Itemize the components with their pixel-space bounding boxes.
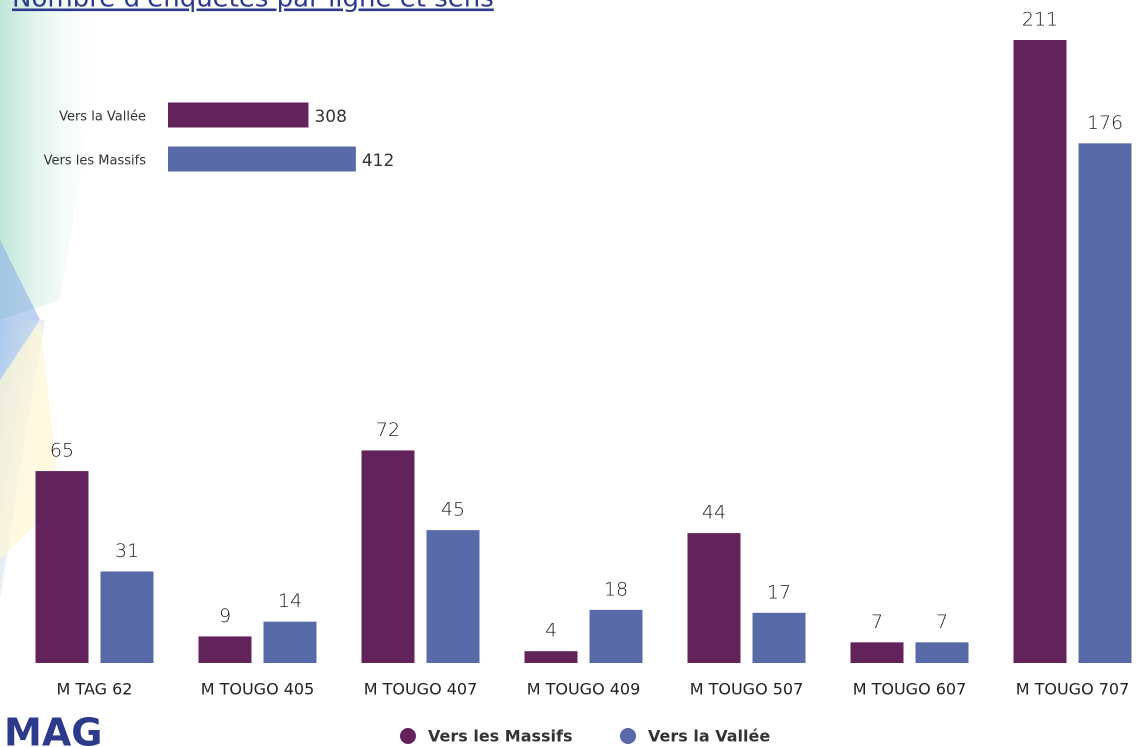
data-label: 72 bbox=[376, 419, 400, 441]
logo: MAG bbox=[4, 711, 102, 747]
bar bbox=[589, 609, 643, 663]
data-label: 4 bbox=[545, 620, 557, 642]
data-label: 9 bbox=[219, 605, 231, 627]
data-label: 176 bbox=[1087, 112, 1123, 134]
y-tick-label: Vers la Vallée bbox=[59, 110, 146, 125]
x-tick-label: M TOUGO 405 bbox=[201, 680, 315, 699]
decoration bbox=[0, 0, 110, 320]
legend-marker bbox=[620, 728, 636, 744]
bar bbox=[35, 471, 89, 663]
bar bbox=[752, 612, 806, 663]
data-label: 14 bbox=[278, 590, 302, 612]
bar bbox=[1013, 40, 1067, 663]
bar bbox=[524, 651, 578, 663]
legend-marker bbox=[400, 728, 416, 744]
x-tick-label: M TOUGO 607 bbox=[853, 680, 967, 699]
bar bbox=[168, 102, 309, 128]
chart-title: Nombre d'enquêtes par ligne et sens bbox=[12, 0, 494, 14]
bar bbox=[361, 450, 415, 663]
data-label: 44 bbox=[702, 502, 726, 524]
x-tick-label: M TOUGO 707 bbox=[1016, 680, 1130, 699]
bar bbox=[168, 146, 356, 172]
bar bbox=[100, 571, 154, 663]
y-tick-label: Vers les Massifs bbox=[44, 154, 147, 169]
x-tick-label: M TAG 62 bbox=[57, 680, 133, 699]
bar bbox=[687, 533, 741, 663]
bar bbox=[850, 642, 904, 663]
data-label: 211 bbox=[1022, 9, 1058, 31]
bar bbox=[1078, 143, 1132, 663]
data-label: 17 bbox=[767, 581, 791, 603]
data-label: 7 bbox=[936, 611, 948, 633]
bar bbox=[426, 530, 480, 663]
data-label: 308 bbox=[314, 107, 346, 127]
x-tick-label: M TOUGO 407 bbox=[364, 680, 478, 699]
data-label: 65 bbox=[50, 440, 74, 462]
data-label: 18 bbox=[604, 578, 628, 600]
legend-label: Vers les Massifs bbox=[428, 727, 573, 746]
bar bbox=[198, 636, 252, 663]
data-label: 45 bbox=[441, 499, 465, 521]
x-tick-label: M TOUGO 409 bbox=[527, 680, 641, 699]
bar bbox=[915, 642, 969, 663]
bar bbox=[263, 621, 317, 663]
data-label: 7 bbox=[871, 611, 883, 633]
data-label: 412 bbox=[362, 151, 394, 171]
legend-label: Vers la Vallée bbox=[648, 727, 770, 746]
x-tick-label: M TOUGO 507 bbox=[690, 680, 804, 699]
data-label: 31 bbox=[115, 540, 139, 562]
